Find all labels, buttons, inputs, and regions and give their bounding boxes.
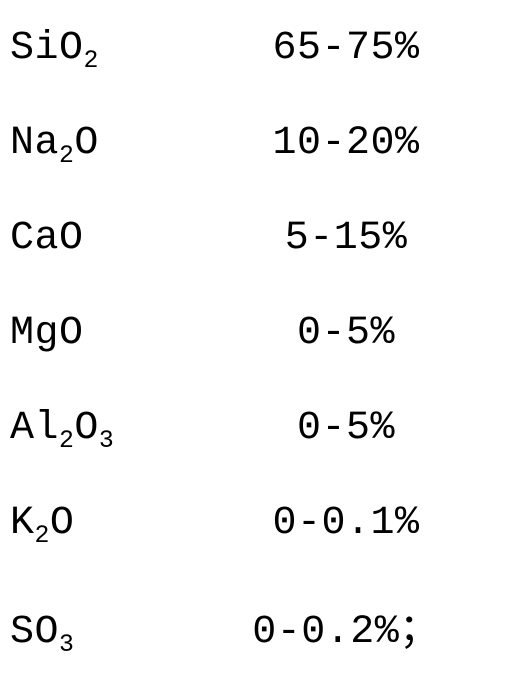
composition-row: Na2O 10-20% <box>10 121 482 166</box>
formula-sub: 2 <box>35 522 50 550</box>
formula-sub: 3 <box>59 631 74 659</box>
value: 65-75% <box>210 26 482 71</box>
value: 5-15% <box>210 216 482 261</box>
formula-base: CaO <box>10 216 84 261</box>
composition-row: Al2O3 0-5% <box>10 406 482 451</box>
formula: MgO <box>10 311 210 356</box>
formula-base: Na <box>10 121 59 166</box>
formula-base: Al <box>10 406 59 451</box>
formula: Al2O3 <box>10 406 210 451</box>
formula-sub: 2 <box>84 47 99 75</box>
composition-row: MgO 0-5% <box>10 311 482 356</box>
composition-row: CaO 5-15% <box>10 216 482 261</box>
formula: SO3 <box>10 610 210 655</box>
formula-base: SO <box>10 610 59 655</box>
composition-row: SO3 0-0.2%； <box>10 596 482 655</box>
formula: SiO2 <box>10 26 210 71</box>
value: 10-20% <box>210 121 482 166</box>
value: 0-5% <box>210 406 482 451</box>
formula-sub: 2 <box>59 427 74 455</box>
formula-post-sub: 3 <box>99 427 114 455</box>
formula-post: O <box>50 501 75 546</box>
formula-base: SiO <box>10 26 84 71</box>
value: 0-5% <box>210 311 482 356</box>
formula: Na2O <box>10 121 210 166</box>
formula: CaO <box>10 216 210 261</box>
composition-row: K2O 0-0.1% <box>10 501 482 546</box>
formula: K2O <box>10 501 210 546</box>
formula-sub: 2 <box>59 142 74 170</box>
formula-post: O <box>74 406 99 451</box>
composition-row: SiO2 65-75% <box>10 26 482 71</box>
value: 0-0.1% <box>210 501 482 546</box>
value: 0-0.2%； <box>210 596 482 655</box>
formula-base: MgO <box>10 311 84 356</box>
composition-list: SiO2 65-75% Na2O 10-20% CaO 5-15% MgO 0-… <box>0 0 512 655</box>
formula-base: K <box>10 501 35 546</box>
formula-post: O <box>74 121 99 166</box>
